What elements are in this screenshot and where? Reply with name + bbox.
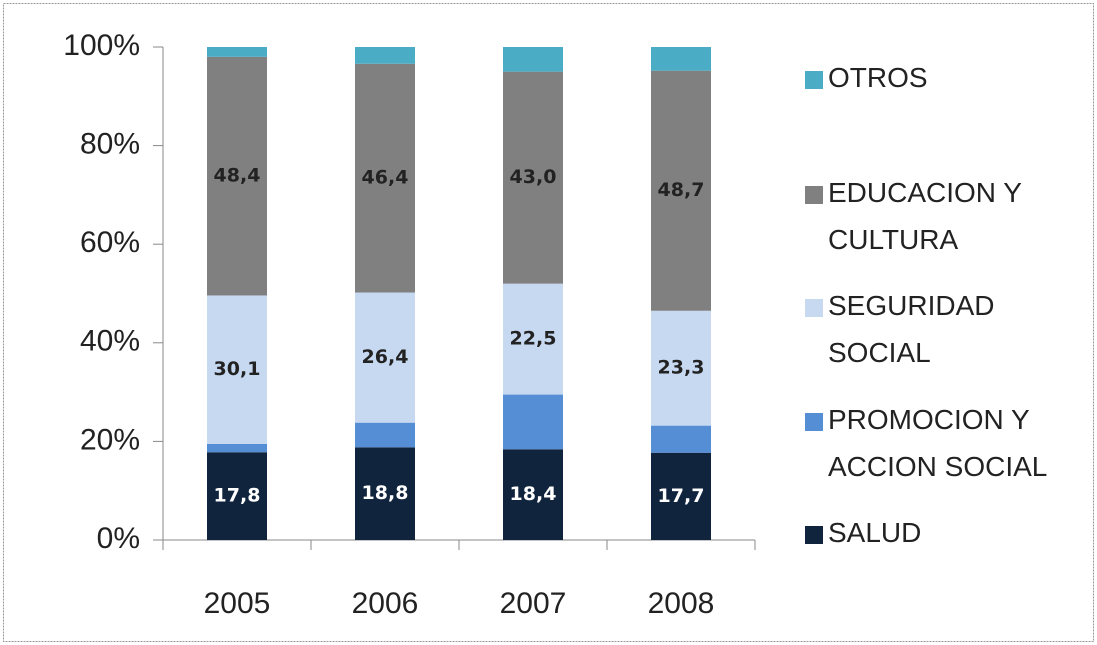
x-tick-label: 2008 (648, 587, 715, 620)
y-tick-label: 60% (80, 226, 140, 259)
data-label: 46,4 (362, 167, 409, 189)
data-label: 26,4 (362, 346, 409, 368)
bar-segment (651, 47, 711, 71)
y-tick-label: 40% (80, 325, 140, 358)
y-tick-label: 20% (80, 423, 140, 456)
bar-segment (651, 70, 711, 311)
bar-segment (207, 56, 267, 296)
data-label: 48,4 (214, 165, 261, 187)
bar-segment (651, 310, 711, 426)
bar-segment (503, 283, 563, 395)
data-label: 17,8 (214, 485, 261, 507)
legend-label: SALUD (828, 517, 921, 548)
bar-segment (355, 47, 415, 64)
bar-segment (651, 425, 711, 453)
x-tick-label: 2005 (204, 587, 271, 620)
y-tick-label: 0% (97, 522, 140, 555)
bar-segment (503, 47, 563, 72)
data-label: 17,7 (658, 485, 705, 507)
bar-segment (207, 443, 267, 453)
bar-segment (503, 71, 563, 284)
bar-segment (355, 422, 415, 448)
bar-segment (503, 394, 563, 450)
data-label: 30,1 (214, 358, 261, 380)
data-label: 18,4 (510, 483, 557, 505)
bar-segment (355, 292, 415, 423)
legend-swatch (805, 299, 823, 317)
legend-label: EDUCACION Y CULTURA (828, 177, 1029, 255)
bar-segment (651, 452, 711, 540)
legend-swatch (805, 186, 823, 204)
bar-segment (355, 63, 415, 293)
x-tick-label: 2006 (352, 587, 419, 620)
data-label: 23,3 (658, 357, 705, 379)
bar-segment (503, 449, 563, 540)
x-tick-label: 2007 (500, 587, 567, 620)
bar-segment (207, 47, 267, 57)
data-label: 18,8 (362, 482, 409, 504)
frame (3, 3, 1094, 642)
legend-label: SEGURIDAD SOCIAL (828, 290, 1002, 368)
bar-segment (207, 452, 267, 540)
data-label: 43,0 (510, 166, 557, 188)
y-tick-label: 100% (63, 29, 140, 62)
data-label: 48,7 (658, 179, 705, 201)
legend-swatch (805, 71, 823, 89)
legend-swatch (805, 413, 823, 431)
data-label: 22,5 (510, 328, 557, 350)
legend-swatch (805, 526, 823, 544)
legend-label: PROMOCION Y ACCION SOCIAL (828, 404, 1047, 482)
y-tick-label: 80% (80, 128, 140, 161)
legend-label: OTROS (828, 62, 928, 93)
bar-segment (207, 295, 267, 444)
bar-segment (355, 447, 415, 540)
